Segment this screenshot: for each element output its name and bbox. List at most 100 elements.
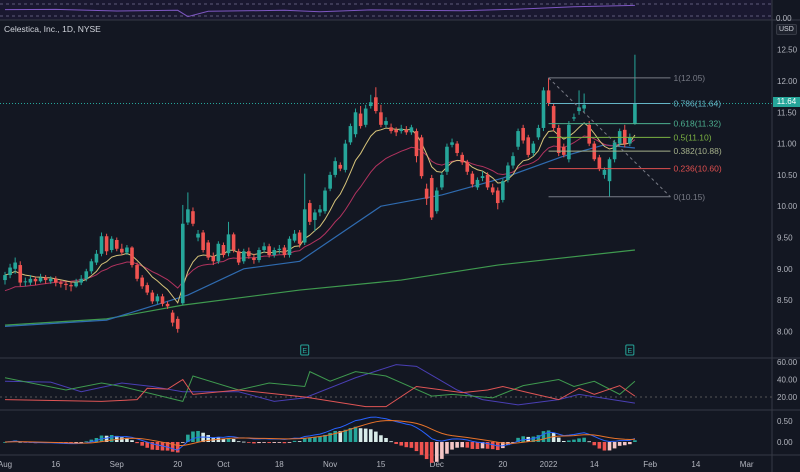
macd-signal-line: [4, 420, 635, 447]
candle-body: [155, 296, 160, 302]
time-tick-label: 20: [498, 460, 507, 469]
currency-button[interactable]: USD: [776, 24, 797, 35]
candle-body: [84, 271, 89, 279]
earnings-label: E: [628, 348, 633, 355]
candle-body: [18, 265, 23, 283]
macd-histogram-bar: [150, 442, 155, 450]
candle-body: [221, 245, 226, 256]
macd-histogram-bar: [587, 441, 591, 443]
macd-histogram-bar: [125, 437, 129, 442]
candle-body: [125, 247, 129, 253]
macd-histogram-bar: [104, 435, 109, 442]
macd-histogram-bar: [455, 442, 459, 448]
macd-histogram-bar: [592, 442, 597, 446]
candle-body: [318, 209, 322, 213]
candle-body: [455, 143, 459, 153]
time-tick-label: Nov: [323, 460, 337, 469]
dmi-red-line: [4, 378, 636, 408]
candle-body: [28, 278, 33, 283]
dmi-axis-label: 20.00: [777, 393, 798, 402]
candle-body: [74, 282, 78, 287]
macd-histogram-bar: [231, 439, 236, 442]
candle-body: [567, 124, 571, 160]
time-tick-label: 20: [173, 460, 182, 469]
time-tick-label: 14: [590, 460, 599, 469]
candle-body: [399, 128, 404, 132]
candle-body: [277, 248, 282, 251]
candle-body: [470, 173, 475, 185]
time-tick-label: Oct: [217, 460, 230, 469]
macd-histogram-bar: [485, 442, 490, 449]
candle-body: [475, 179, 480, 188]
macd-histogram-bar: [338, 431, 343, 442]
macd-histogram-bar: [287, 442, 292, 443]
macd-histogram-bar: [135, 442, 139, 444]
candle-body: [267, 246, 271, 256]
candle-body: [191, 211, 195, 224]
macd-histogram-bar: [109, 435, 114, 442]
candle-body: [460, 154, 464, 163]
candle-body: [252, 257, 256, 261]
macd-histogram-bar: [536, 435, 541, 442]
candle-body: [506, 165, 510, 180]
candle-body: [186, 209, 190, 223]
candle-body: [94, 253, 99, 263]
macd-histogram-bar: [257, 442, 261, 444]
macd-histogram-bar: [358, 428, 363, 442]
macd-histogram-bar: [343, 429, 348, 442]
candle-body: [196, 233, 200, 238]
candle-body: [69, 285, 73, 287]
macd-histogram-bar: [89, 439, 94, 442]
candle-body: [368, 102, 373, 107]
macd-histogram-bar: [445, 442, 449, 454]
macd-histogram-bar: [409, 442, 414, 448]
candle-body: [435, 190, 439, 212]
price-tick-label: 8.50: [777, 296, 793, 305]
candle-body: [23, 281, 28, 283]
candle-body: [231, 234, 236, 251]
candle-body: [241, 251, 246, 262]
macd-histogram-bar: [120, 437, 124, 442]
candle-body: [572, 117, 576, 119]
candle-body: [99, 236, 104, 254]
candle-body: [54, 278, 58, 283]
candle-body: [109, 238, 114, 251]
top-indicator-axis-label: 0.00: [776, 14, 792, 23]
candle-body: [292, 233, 297, 241]
dmi-green-line: [4, 370, 636, 402]
fib-level-label: 1(12.05): [673, 73, 705, 83]
candle-body: [43, 277, 48, 281]
macd-histogram-bar: [145, 442, 150, 448]
macd-histogram-bar: [348, 428, 353, 442]
candle-body: [353, 112, 358, 135]
candle-body: [323, 190, 327, 212]
macd-histogram-bar: [221, 438, 226, 442]
macd-histogram-bar: [633, 440, 637, 442]
candle-body: [541, 90, 546, 128]
candle-body: [89, 261, 94, 272]
candle-body: [287, 238, 292, 256]
macd-histogram-bar: [84, 441, 89, 443]
macd-axis-label: 0.50: [777, 417, 793, 426]
candle-body: [389, 127, 393, 132]
macd-histogram-bar: [333, 430, 337, 442]
candle-body: [597, 157, 602, 169]
candle-body: [485, 174, 490, 188]
macd-histogram-bar: [435, 442, 439, 462]
price-tick-label: 9.00: [777, 265, 793, 274]
candle-body: [181, 223, 185, 304]
macd-histogram-bar: [490, 442, 495, 450]
fib-trend-line: [548, 77, 671, 198]
macd-histogram-bar: [3, 442, 7, 443]
candle-body: [48, 278, 53, 282]
macd-histogram-bar: [602, 442, 607, 451]
candle-body: [170, 312, 175, 323]
macd-histogram-bar: [308, 437, 312, 442]
ema-fast-line: [4, 122, 636, 304]
time-tick-label: 18: [275, 460, 284, 469]
candle-body: [257, 250, 261, 261]
macd-histogram-bar: [470, 442, 475, 449]
price-tick-label: 11.50: [777, 108, 797, 117]
